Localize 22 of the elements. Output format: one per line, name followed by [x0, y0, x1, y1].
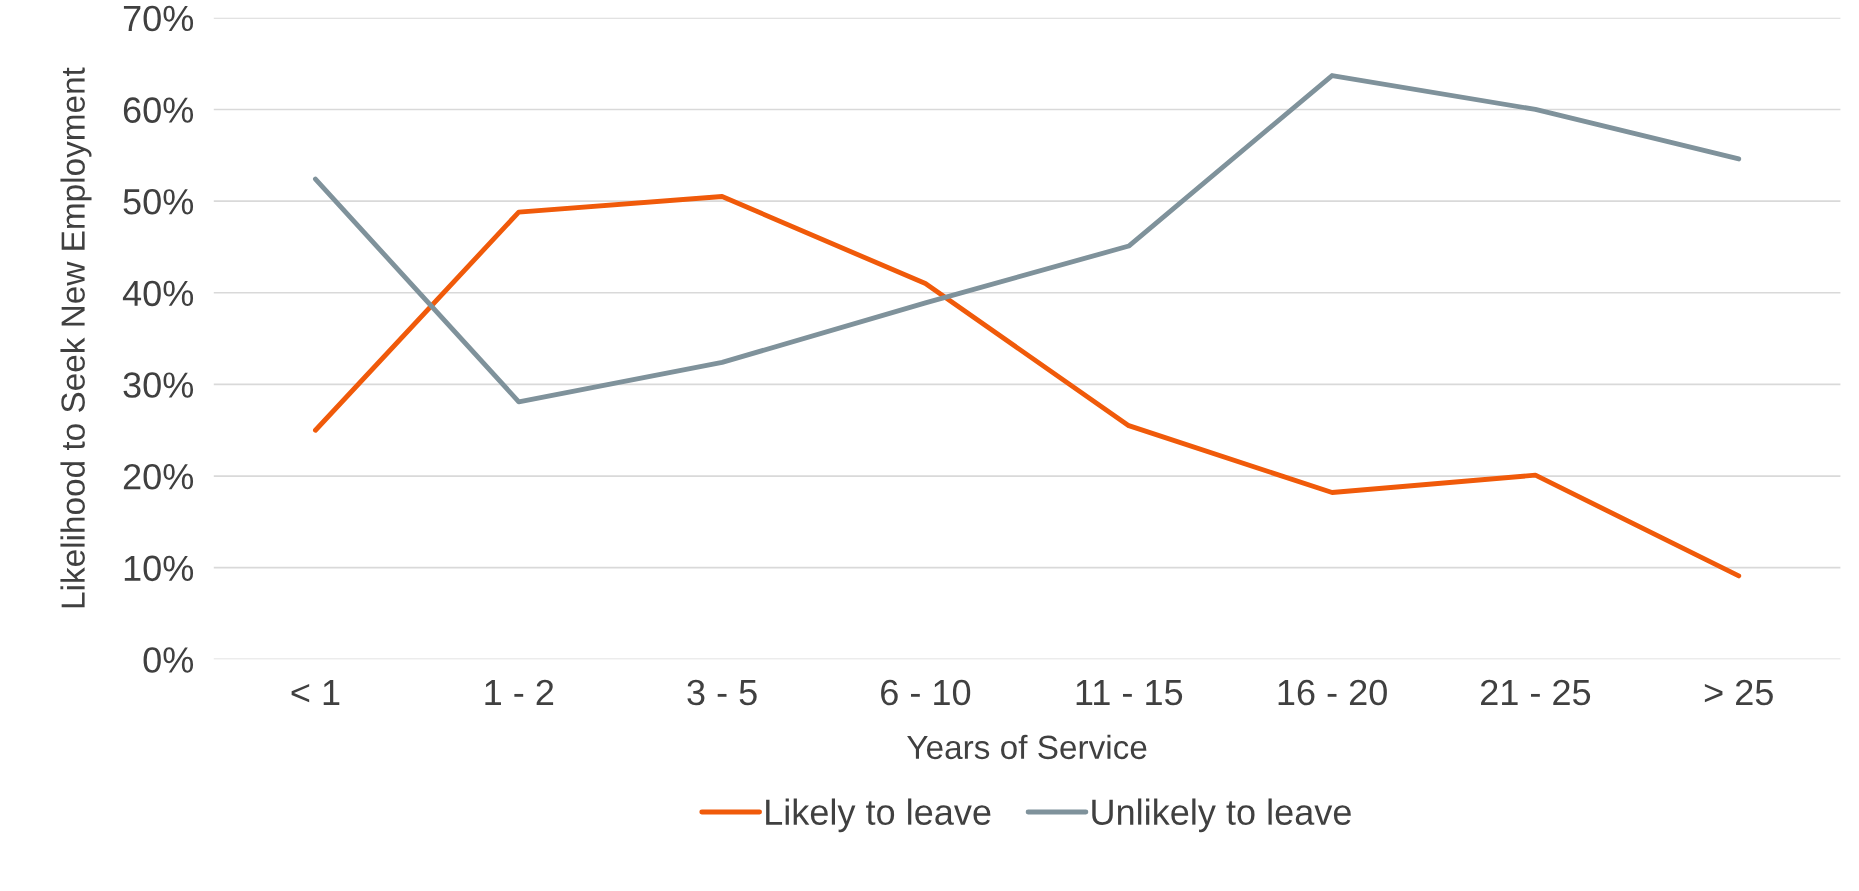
y-tick-label: 0%	[143, 647, 194, 673]
y-axis-title: Likelihood to Seek New Employment	[60, 67, 92, 608]
y-tick-label: 30%	[123, 372, 194, 398]
y-tick-label: 40%	[122, 280, 194, 307]
x-tick-label: > 25	[1704, 679, 1773, 706]
y-tick-label: 60%	[123, 97, 194, 123]
line-series	[313, 194, 1742, 579]
y-tick-label: 10%	[124, 555, 194, 582]
x-tick-label: 3 - 5	[687, 679, 757, 706]
legend-label: Likely to leave	[766, 798, 991, 833]
x-tick-label: < 1	[291, 680, 340, 705]
x-tick-label: 16 - 20	[1278, 679, 1387, 706]
x-tick-label: 11 - 15	[1076, 680, 1183, 706]
x-tick-label: 6 - 10	[881, 679, 971, 706]
y-tick-label: 70%	[123, 5, 194, 32]
line-series	[313, 73, 1742, 405]
x-tick-label: 21 - 25	[1481, 679, 1591, 706]
legend-label: Unlikely to leave	[1092, 798, 1351, 833]
x-axis-title: Years of Service	[907, 734, 1147, 760]
y-tick-label: 50%	[123, 188, 194, 215]
y-tick-label: 20%	[123, 463, 194, 490]
x-tick-label: 1 - 2	[485, 679, 554, 705]
